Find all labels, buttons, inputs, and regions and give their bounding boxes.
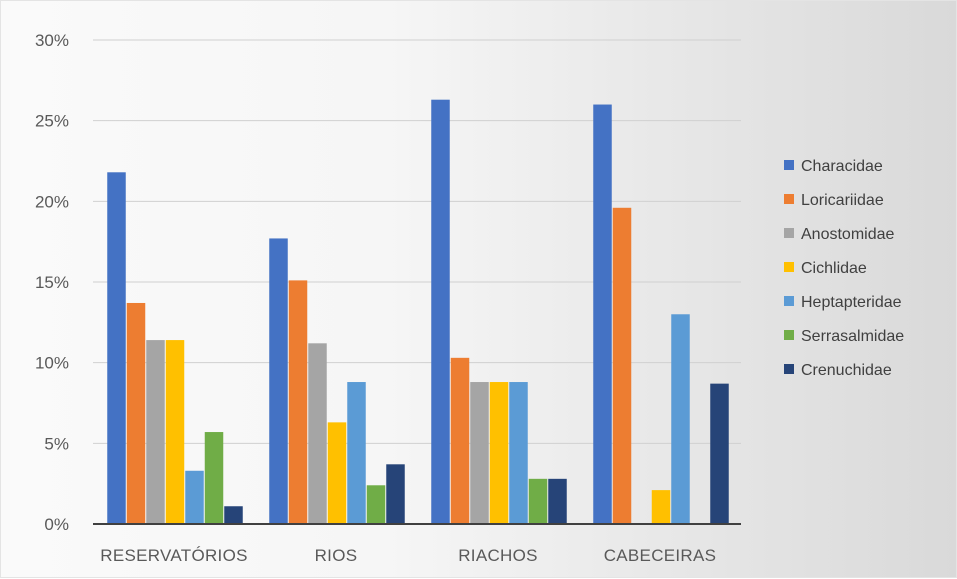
bar bbox=[185, 470, 204, 524]
bar bbox=[366, 485, 386, 524]
bar bbox=[224, 506, 243, 524]
bar bbox=[386, 464, 405, 524]
bar bbox=[489, 382, 509, 524]
bar bbox=[165, 340, 185, 524]
legend-swatch bbox=[784, 364, 794, 374]
legend-label: Serrasalmidae bbox=[801, 328, 904, 345]
legend-label: Anostomidae bbox=[801, 226, 894, 243]
bar bbox=[431, 99, 450, 525]
y-tick-label: 5% bbox=[44, 434, 69, 453]
bar bbox=[710, 383, 729, 524]
legend-swatch bbox=[784, 296, 794, 306]
y-tick-label: 20% bbox=[35, 192, 69, 211]
x-category-label: RESERVATÓRIOS bbox=[100, 546, 248, 565]
bar bbox=[593, 104, 612, 525]
legend-label: Crenuchidae bbox=[801, 362, 892, 379]
bar bbox=[146, 340, 165, 524]
legend-swatch bbox=[784, 194, 794, 204]
bar bbox=[509, 382, 528, 524]
bar bbox=[612, 207, 632, 524]
bar bbox=[470, 382, 489, 524]
legend-swatch bbox=[784, 262, 794, 272]
y-tick-label: 10% bbox=[35, 354, 69, 373]
legend-label: Cichlidae bbox=[801, 260, 867, 277]
bar bbox=[450, 357, 470, 524]
bar bbox=[288, 280, 308, 524]
legend-label: Characidae bbox=[801, 158, 883, 175]
bar bbox=[671, 314, 690, 524]
bar bbox=[107, 172, 126, 524]
x-category-label: RIOS bbox=[315, 546, 358, 565]
x-category-label: CABECEIRAS bbox=[604, 546, 717, 565]
bar bbox=[126, 302, 146, 524]
legend-label: Heptapteridae bbox=[801, 294, 902, 311]
bar bbox=[347, 382, 366, 524]
y-tick-label: 25% bbox=[35, 112, 69, 131]
legend-swatch bbox=[784, 228, 794, 238]
bar bbox=[308, 343, 327, 524]
bar bbox=[327, 422, 347, 524]
bar bbox=[204, 432, 224, 524]
bar bbox=[269, 238, 288, 524]
x-category-label: RIACHOS bbox=[458, 546, 538, 565]
legend-swatch bbox=[784, 330, 794, 340]
y-tick-label: 30% bbox=[35, 31, 69, 50]
bar bbox=[528, 478, 548, 524]
legend-label: Loricariidae bbox=[801, 192, 884, 209]
y-tick-label: 0% bbox=[44, 515, 69, 534]
bar bbox=[651, 490, 671, 524]
bar bbox=[548, 478, 567, 524]
legend-swatch bbox=[784, 160, 794, 170]
y-tick-label: 15% bbox=[35, 273, 69, 292]
